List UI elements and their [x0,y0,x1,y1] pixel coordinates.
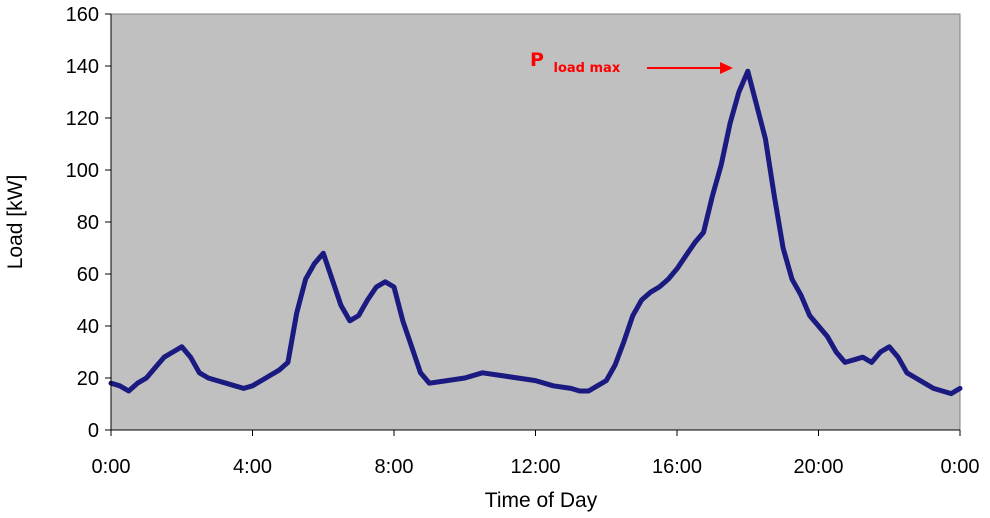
y-tick-label: 40 [77,316,99,338]
y-tick-label: 140 [66,56,99,78]
peak-load-annotation: P load max [530,49,733,76]
annotation-arrowhead [720,62,733,74]
y-tick-label: 80 [77,212,99,234]
y-tick-label: 120 [66,108,99,130]
plot-area [110,13,961,431]
y-tick-label: 100 [66,160,99,182]
annotation-label: P load max [530,49,621,76]
y-tick-label: 0 [88,420,99,442]
annotation-main: P [530,49,544,71]
y-axis-title: Load [kW] [4,175,27,270]
y-tick-label: 160 [66,4,99,26]
annotation-subscript: load max [554,61,621,76]
x-tick-label: 8:00 [375,456,414,478]
x-tick-label: 0:00 [941,456,980,478]
y-tick-label: 20 [77,368,99,390]
x-tick-label: 12:00 [510,456,560,478]
x-tick-label: 20:00 [793,456,843,478]
x-tick-label: 16:00 [652,456,702,478]
x-tick-label: 0:00 [92,456,131,478]
load-series-line [108,68,963,397]
x-axis-title: Time of Day [485,489,598,512]
y-tick-label: 60 [77,264,99,286]
x-tick-label: 4:00 [233,456,272,478]
